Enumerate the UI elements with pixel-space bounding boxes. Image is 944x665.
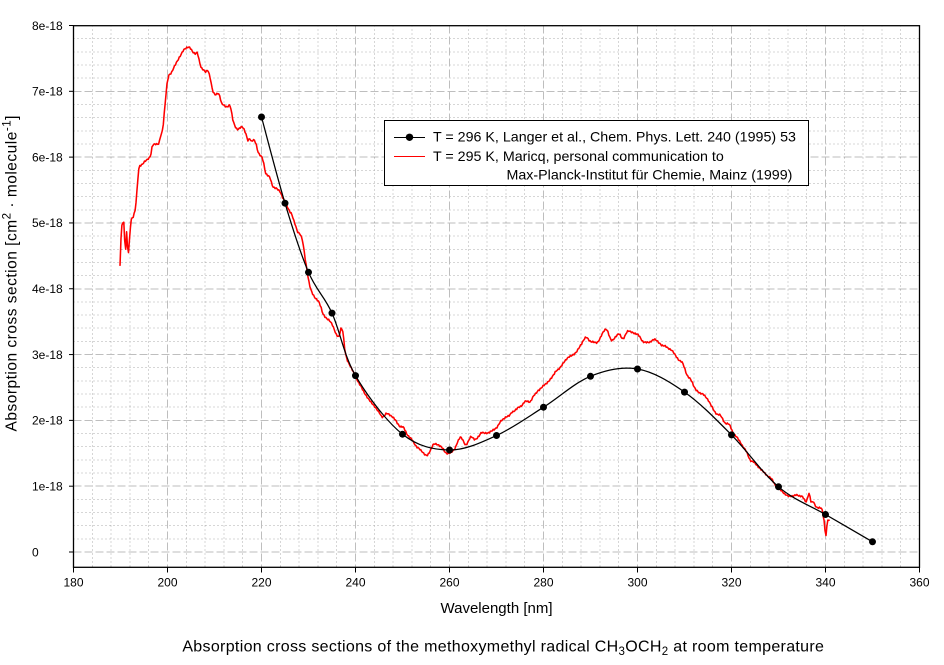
svg-text:220: 220 — [251, 576, 271, 590]
svg-text:T = 296 K, Langer et al., Chem: T = 296 K, Langer et al., Chem. Phys. Le… — [433, 130, 796, 146]
svg-text:260: 260 — [439, 576, 459, 590]
svg-text:T = 295 K, Maricq, personal co: T = 295 K, Maricq, personal communicatio… — [433, 149, 724, 165]
svg-text:340: 340 — [815, 576, 835, 590]
svg-text:0: 0 — [32, 545, 39, 559]
svg-text:300: 300 — [627, 576, 647, 590]
svg-text:2e-18: 2e-18 — [32, 414, 63, 428]
svg-text:6e-18: 6e-18 — [32, 150, 63, 164]
svg-text:4e-18: 4e-18 — [32, 282, 63, 296]
svg-text:5e-18: 5e-18 — [32, 216, 63, 230]
svg-text:Absorption cross sections of t: Absorption cross sections of the methoxy… — [182, 639, 824, 659]
svg-text:360: 360 — [909, 576, 929, 590]
svg-text:240: 240 — [345, 576, 365, 590]
svg-text:7e-18: 7e-18 — [32, 85, 63, 99]
svg-text:Wavelength [nm]: Wavelength [nm] — [441, 600, 553, 617]
svg-text:Max-Planck-Institut für Chemie: Max-Planck-Institut für Chemie, Mainz (1… — [507, 168, 793, 184]
svg-text:8e-18: 8e-18 — [32, 19, 63, 33]
svg-text:320: 320 — [721, 576, 741, 590]
svg-text:180: 180 — [63, 576, 83, 590]
svg-text:200: 200 — [157, 576, 177, 590]
svg-text:280: 280 — [533, 576, 553, 590]
svg-text:1e-18: 1e-18 — [32, 480, 63, 494]
svg-text:3e-18: 3e-18 — [32, 348, 63, 362]
svg-text:Absorption cross section [cm2: Absorption cross section [cm2 · molecule… — [2, 115, 21, 431]
